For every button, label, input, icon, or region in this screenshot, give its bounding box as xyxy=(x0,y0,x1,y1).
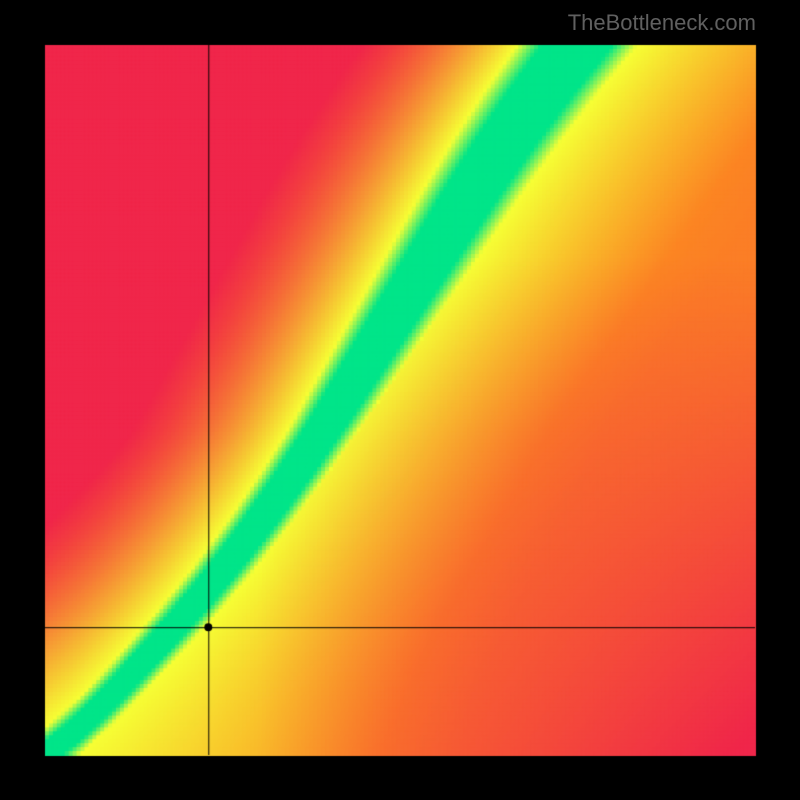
watermark-text: TheBottleneck.com xyxy=(568,10,756,36)
chart-container: TheBottleneck.com xyxy=(0,0,800,800)
bottleneck-heatmap xyxy=(0,0,800,800)
